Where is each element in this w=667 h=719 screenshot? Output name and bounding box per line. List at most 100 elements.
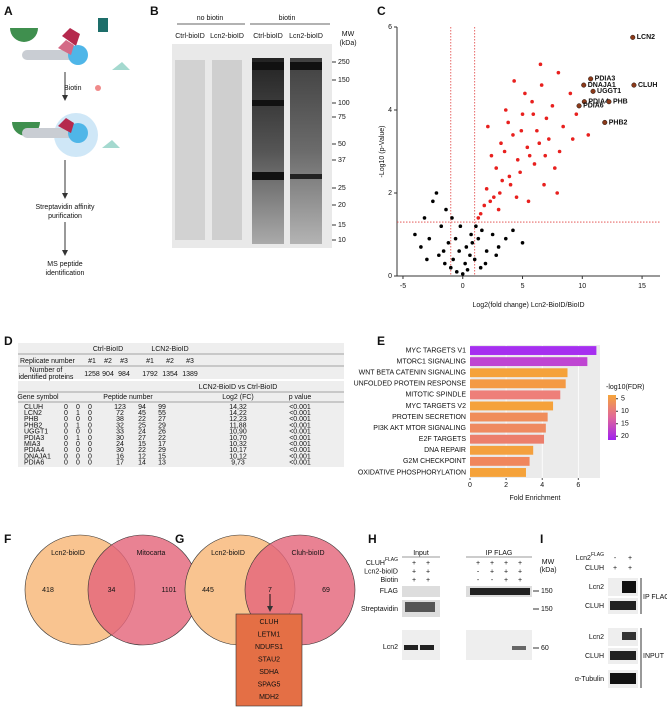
point: [515, 158, 520, 162]
step-label: MS peptide: [47, 261, 83, 268]
bar: [470, 379, 566, 389]
band-label: CLUH: [585, 653, 604, 660]
table-cell: PDIA3: [24, 435, 44, 442]
point: [519, 128, 524, 133]
table-cell: 10,32: [229, 441, 247, 448]
point-label: DNAJA1: [588, 82, 616, 89]
table-cell: 0: [76, 441, 80, 448]
sign: +: [518, 577, 522, 584]
table-cell: 0: [76, 453, 80, 460]
mw-marker: 150: [338, 77, 350, 84]
condition-label: Lcn2-bioID: [364, 568, 398, 575]
table-header: p value: [289, 394, 312, 401]
point: [413, 232, 417, 237]
sign: +: [518, 560, 522, 567]
point: [527, 153, 532, 158]
band-label: α-Tubulin: [575, 676, 604, 683]
sign: +: [628, 565, 632, 572]
point: [496, 245, 501, 249]
point: [544, 116, 549, 121]
table-cell: 1: [76, 435, 80, 442]
point: [586, 133, 591, 137]
sign: +: [504, 577, 508, 584]
sign: +: [628, 555, 632, 562]
table-header: Peptide number: [103, 394, 153, 401]
panel-letter: G: [175, 532, 184, 546]
y-tick-label: 0: [388, 273, 392, 280]
point: [450, 216, 454, 220]
table-cell: 9,73: [231, 460, 245, 467]
point: [458, 224, 463, 228]
point: [476, 236, 481, 241]
lane-label: Lcn2-bioID: [289, 33, 323, 40]
table-cell: 904: [102, 371, 114, 378]
point: [470, 241, 475, 245]
table-cell: PHB2: [24, 422, 42, 429]
table-group: Ctrl-BioID: [93, 346, 123, 353]
highlight-point: [590, 88, 596, 94]
table-cell: 0: [76, 447, 80, 454]
table-cell: <0.001: [289, 410, 311, 417]
point: [474, 224, 478, 228]
point: [488, 199, 493, 204]
sign: +: [490, 560, 494, 567]
venn-count: 445: [202, 587, 214, 594]
point: [537, 141, 542, 145]
mw-marker: 50: [338, 141, 346, 148]
table-cell: <0.001: [289, 404, 311, 411]
point: [553, 166, 557, 170]
colorbar-title: -log10(FDR): [606, 384, 645, 391]
x-tick-label: 10: [578, 283, 586, 290]
point: [484, 249, 489, 253]
blot-h: [402, 586, 532, 660]
table-cell: 22: [138, 416, 146, 423]
condition-label: CLUHFLAG: [366, 557, 398, 567]
point: [444, 207, 448, 212]
table-cell: 17: [158, 441, 166, 448]
point: [463, 261, 467, 266]
point: [511, 228, 515, 233]
table-cell: #1: [146, 358, 154, 365]
table-bg: [18, 381, 344, 467]
table-cell: 0: [64, 453, 68, 460]
point: [492, 195, 496, 199]
sign: -: [477, 568, 480, 575]
panel-letter: F: [4, 532, 11, 546]
sign: +: [490, 568, 494, 575]
table-cell: 13: [158, 460, 166, 467]
point: [526, 199, 531, 204]
point-label: PDIA4: [588, 99, 609, 106]
point: [532, 162, 537, 166]
mw-label: (kDa): [339, 40, 356, 47]
group-label: IP FLAG: [486, 550, 513, 557]
table-cell: #3: [120, 358, 128, 365]
table-cell: <0.001: [289, 453, 311, 460]
point: [535, 128, 539, 133]
table-cell: 0: [88, 447, 92, 454]
sign: +: [426, 560, 430, 567]
point: [508, 182, 513, 187]
point: [476, 216, 481, 220]
point: [525, 145, 530, 150]
table-cell: 29: [158, 447, 166, 454]
bar: [470, 390, 561, 400]
sign: +: [518, 568, 522, 575]
table-header: Gene symbol: [17, 394, 59, 401]
table-cell: PHB: [24, 416, 39, 423]
point: [530, 99, 534, 104]
mw-marker: 10: [338, 237, 346, 244]
table-cell: 32: [116, 422, 124, 429]
table-cell: 14: [138, 460, 146, 467]
table-header: Log2 (FC): [222, 394, 254, 401]
sign: +: [504, 560, 508, 567]
bar: [470, 368, 568, 378]
section-label: INPUT: [643, 653, 665, 660]
table-cell: 0: [88, 404, 92, 411]
sign: +: [412, 568, 416, 575]
point: [502, 149, 507, 154]
table-cell: 1: [76, 410, 80, 417]
blot-b: [172, 44, 332, 248]
point: [425, 257, 429, 262]
lane-label: Ctrl-bioID: [175, 33, 205, 40]
table-cell: 45: [138, 410, 146, 417]
